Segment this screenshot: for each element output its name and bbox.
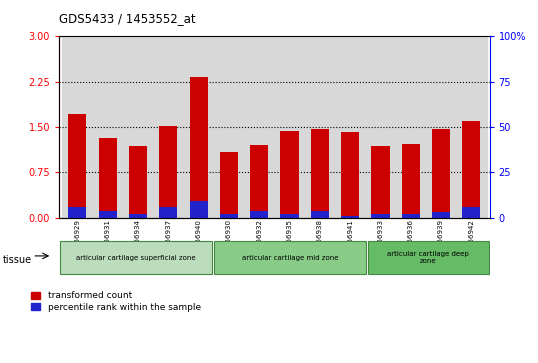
Bar bbox=[220, 152, 238, 218]
Bar bbox=[395, 36, 426, 218]
Bar bbox=[311, 130, 329, 218]
Bar bbox=[68, 114, 87, 218]
Bar bbox=[402, 144, 420, 218]
Bar bbox=[365, 36, 395, 218]
Bar bbox=[60, 241, 212, 274]
Bar bbox=[462, 207, 480, 218]
Bar bbox=[93, 36, 123, 218]
Bar bbox=[189, 77, 208, 218]
Bar bbox=[214, 36, 244, 218]
Bar bbox=[153, 36, 183, 218]
Bar bbox=[189, 201, 208, 218]
Text: tissue: tissue bbox=[3, 254, 32, 265]
Bar bbox=[62, 36, 93, 218]
Bar bbox=[250, 211, 268, 218]
Bar bbox=[371, 146, 390, 218]
Bar bbox=[129, 146, 147, 218]
Legend: transformed count, percentile rank within the sample: transformed count, percentile rank withi… bbox=[31, 291, 201, 312]
Bar bbox=[280, 131, 299, 218]
Text: articular cartilage mid zone: articular cartilage mid zone bbox=[242, 255, 338, 261]
Bar bbox=[220, 214, 238, 218]
Bar bbox=[250, 145, 268, 218]
Bar bbox=[159, 126, 178, 218]
Bar bbox=[335, 36, 365, 218]
Bar bbox=[183, 36, 214, 218]
Bar bbox=[68, 207, 87, 218]
Text: articular cartilage deep
zone: articular cartilage deep zone bbox=[387, 251, 469, 264]
Text: GDS5433 / 1453552_at: GDS5433 / 1453552_at bbox=[59, 12, 196, 25]
Bar bbox=[311, 211, 329, 218]
Bar bbox=[98, 138, 117, 218]
Bar bbox=[426, 36, 456, 218]
Bar bbox=[341, 132, 359, 218]
Bar bbox=[274, 36, 305, 218]
Bar bbox=[280, 214, 299, 218]
Bar bbox=[129, 214, 147, 218]
Bar bbox=[244, 36, 274, 218]
Bar bbox=[98, 211, 117, 218]
Bar bbox=[432, 130, 450, 218]
Bar bbox=[432, 212, 450, 218]
Bar bbox=[402, 214, 420, 218]
Bar bbox=[159, 207, 178, 218]
Bar bbox=[462, 121, 480, 218]
Text: articular cartilage superficial zone: articular cartilage superficial zone bbox=[76, 255, 196, 261]
Bar bbox=[367, 241, 489, 274]
Bar bbox=[456, 36, 486, 218]
Bar bbox=[123, 36, 153, 218]
Bar bbox=[371, 214, 390, 218]
Bar bbox=[341, 216, 359, 218]
Bar bbox=[214, 241, 366, 274]
Bar bbox=[305, 36, 335, 218]
